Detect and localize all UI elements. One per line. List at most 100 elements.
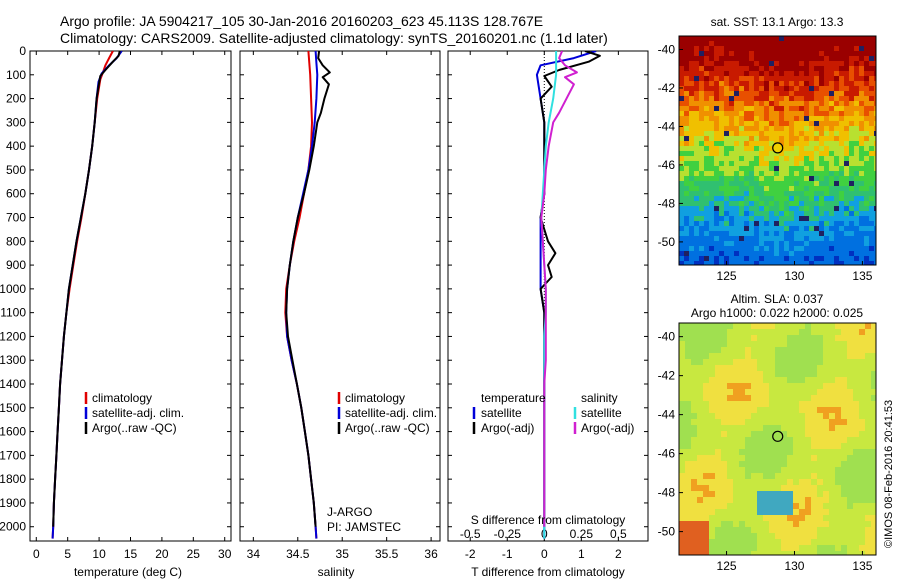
map-cell bbox=[769, 76, 774, 81]
map-cell bbox=[724, 61, 729, 66]
map-cell bbox=[744, 121, 749, 126]
map-cell bbox=[859, 106, 864, 111]
map-cell bbox=[774, 111, 779, 116]
map-cell bbox=[835, 335, 841, 341]
map-cell bbox=[774, 241, 779, 246]
map-cell bbox=[751, 509, 757, 515]
map-cell bbox=[829, 533, 835, 539]
map-cell bbox=[824, 51, 829, 56]
map-cell bbox=[874, 256, 876, 261]
map-cell bbox=[834, 141, 839, 146]
map-cell bbox=[739, 443, 745, 449]
map-cell bbox=[809, 236, 814, 241]
map-cell bbox=[734, 211, 739, 216]
map-cell bbox=[829, 365, 835, 371]
map-cell bbox=[727, 365, 733, 371]
map-cell bbox=[784, 221, 789, 226]
map-cell bbox=[714, 246, 719, 251]
map-cell bbox=[787, 419, 793, 425]
program-label: J-ARGO bbox=[327, 505, 372, 519]
map-y-tick-label: -46 bbox=[658, 158, 676, 172]
map-cell bbox=[804, 86, 809, 91]
series-line-0 bbox=[284, 51, 318, 539]
map-cell bbox=[787, 509, 793, 515]
map-cell bbox=[824, 141, 829, 146]
map-cell bbox=[697, 341, 703, 347]
map-cell bbox=[811, 545, 817, 551]
map-cell bbox=[763, 533, 769, 539]
map-cell bbox=[689, 246, 694, 251]
map-cell bbox=[749, 66, 754, 71]
map-cell bbox=[829, 46, 834, 51]
map-cell bbox=[733, 335, 739, 341]
map-cell bbox=[729, 116, 734, 121]
map-cell bbox=[684, 136, 689, 141]
map-cell bbox=[823, 401, 829, 407]
map-cell bbox=[733, 503, 739, 509]
map-cell bbox=[739, 389, 745, 395]
map-cell bbox=[749, 226, 754, 231]
map-cell bbox=[794, 101, 799, 106]
map-cell bbox=[805, 473, 811, 479]
salinity-legend: climatology satellite-adj. clim. Argo(..… bbox=[337, 391, 437, 435]
map-cell bbox=[817, 485, 823, 491]
map-cell bbox=[854, 151, 859, 156]
map-cell bbox=[759, 76, 764, 81]
map-cell bbox=[691, 443, 697, 449]
map-cell bbox=[871, 551, 876, 555]
map-cell bbox=[757, 407, 763, 413]
map-cell bbox=[823, 533, 829, 539]
map-cell bbox=[689, 151, 694, 156]
map-cell bbox=[834, 236, 839, 241]
map-cell bbox=[769, 473, 775, 479]
map-cell bbox=[844, 166, 849, 171]
map-cell bbox=[819, 136, 824, 141]
map-cell bbox=[829, 146, 834, 151]
map-cell bbox=[759, 146, 764, 151]
map-cell bbox=[823, 461, 829, 467]
map-cell bbox=[859, 413, 865, 419]
map-cell bbox=[703, 485, 709, 491]
map-cell bbox=[685, 443, 691, 449]
map-cell bbox=[694, 56, 699, 61]
map-cell bbox=[715, 335, 721, 341]
map-cell bbox=[754, 36, 759, 41]
map-cell bbox=[739, 141, 744, 146]
map-cell bbox=[769, 455, 775, 461]
map-cell bbox=[709, 76, 714, 81]
map-cell bbox=[721, 473, 727, 479]
map-cell bbox=[829, 251, 834, 256]
map-cell bbox=[684, 251, 689, 256]
map-cell bbox=[724, 166, 729, 171]
map-cell bbox=[793, 437, 799, 443]
map-cell bbox=[824, 246, 829, 251]
map-cell bbox=[834, 81, 839, 86]
map-cell bbox=[704, 186, 709, 191]
map-cell bbox=[703, 455, 709, 461]
map-cell bbox=[829, 347, 835, 353]
map-cell bbox=[775, 479, 781, 485]
map-cell bbox=[684, 131, 689, 136]
map-cell bbox=[704, 216, 709, 221]
map-cell bbox=[691, 479, 697, 485]
map-cell bbox=[809, 151, 814, 156]
map-cell bbox=[699, 141, 704, 146]
map-cell bbox=[774, 66, 779, 71]
map-cell bbox=[865, 467, 871, 473]
map-cell bbox=[751, 323, 757, 329]
map-cell bbox=[704, 261, 709, 265]
map-cell bbox=[834, 231, 839, 236]
map-cell bbox=[759, 121, 764, 126]
map-cell bbox=[847, 551, 853, 555]
map-cell bbox=[734, 196, 739, 201]
map-cell bbox=[733, 359, 739, 365]
map-cell bbox=[859, 206, 864, 211]
map-cell bbox=[819, 171, 824, 176]
map-cell bbox=[763, 365, 769, 371]
map-cell bbox=[703, 341, 709, 347]
map-cell bbox=[829, 156, 834, 161]
map-cell bbox=[714, 71, 719, 76]
map-cell bbox=[849, 56, 854, 61]
map-cell bbox=[849, 101, 854, 106]
map-cell bbox=[694, 176, 699, 181]
